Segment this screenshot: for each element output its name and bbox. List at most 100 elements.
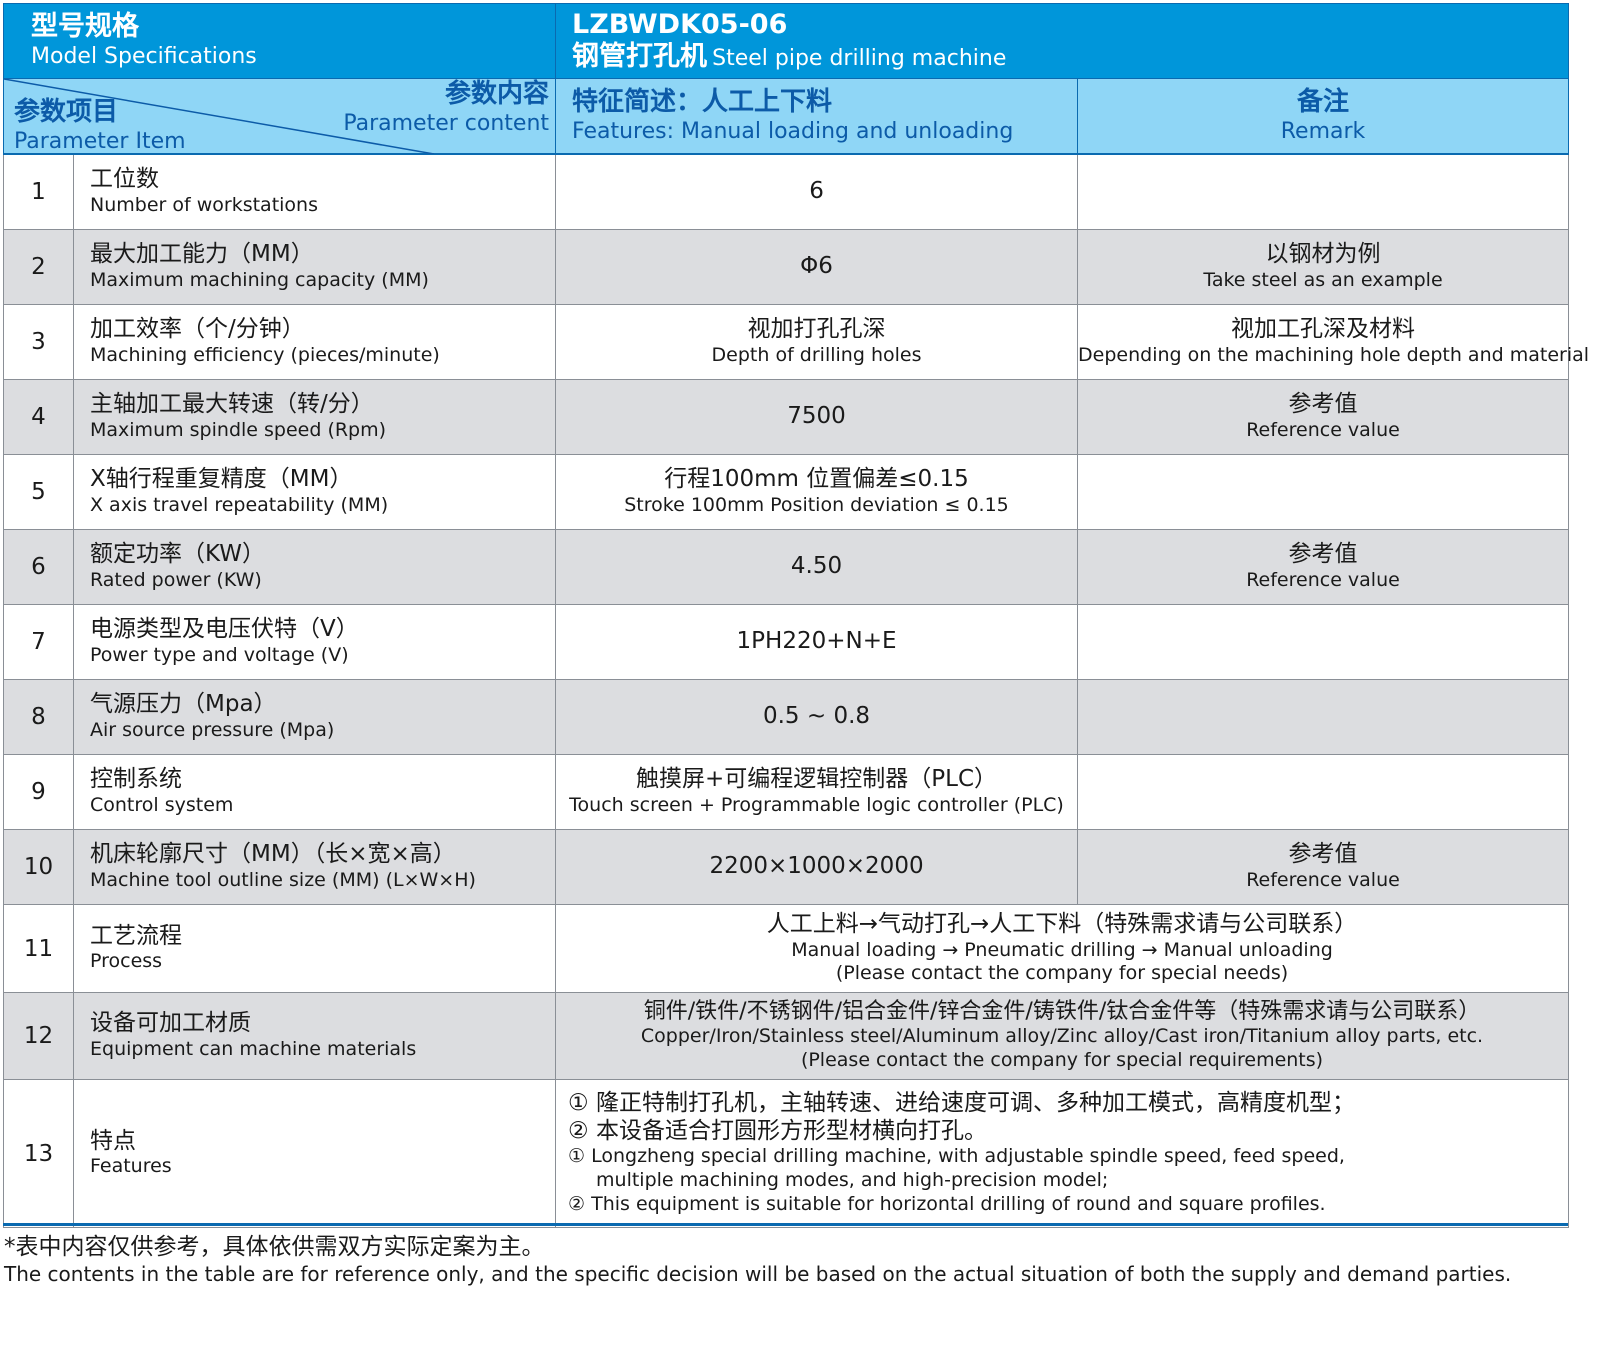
value-cn: 触摸屏+可编程逻辑控制器（PLC） — [636, 766, 998, 793]
param-cn: 机床轮廓尺寸（MM）（长×宽×高） — [90, 841, 456, 868]
param-cn: 加工效率（个/分钟） — [90, 316, 305, 343]
content-cn: 参数内容 — [445, 79, 550, 109]
value-en-note: (Please contact the company for special … — [835, 962, 1289, 985]
param-value: 触摸屏+可编程逻辑控制器（PLC） Touch screen + Programm… — [555, 754, 1079, 830]
feature-cn-2: ② 本设备适合打圆形方形型材横向打孔。 — [568, 1117, 987, 1144]
value-en: Manual loading → Pneumatic drilling → Ma… — [791, 938, 1333, 961]
feature-en-1: ① Longzheng special drilling machine, wi… — [568, 1145, 1345, 1168]
remark-en: Reference value — [1246, 418, 1400, 441]
features-en: Features: Manual loading and unloading — [572, 118, 1014, 144]
row-number: 2 — [3, 229, 74, 305]
param-item: 加工效率（个/分钟） Machining efficiency (pieces/m… — [72, 304, 557, 380]
features-cn: 特征简述：人工上下料 — [572, 86, 833, 117]
remark-cn: 参考值 — [1288, 541, 1358, 568]
param-cn: 最大加工能力（MM） — [90, 241, 314, 268]
value-en-note: (Please contact the company for special … — [800, 1049, 1324, 1072]
value-en: Depth of drilling holes — [711, 343, 922, 366]
param-cn: X轴行程重复精度（MM） — [90, 466, 353, 493]
row-number: 11 — [3, 904, 74, 993]
param-cn: 气源压力（Mpa） — [90, 691, 277, 718]
param-en: Rated power (KW) — [90, 568, 262, 591]
param-en: Control system — [90, 793, 234, 816]
remark — [1077, 679, 1570, 755]
table-row: 12 设备可加工材质 Equipment can machine material… — [3, 992, 1570, 1080]
row-number: 1 — [3, 153, 74, 230]
row-number: 10 — [3, 829, 74, 905]
features-header: 特征简述：人工上下料 Features: Manual loading and … — [555, 78, 1079, 155]
remark-cn: 备注 — [1297, 86, 1350, 117]
table-row: 2 最大加工能力（MM） Maximum machining capacity (… — [3, 229, 1570, 305]
remark: 参考值 Reference value — [1077, 529, 1570, 605]
remark: 以钢材为例 Take steel as an example — [1077, 229, 1570, 305]
content-en: Parameter content — [343, 111, 550, 137]
value-cn: Φ6 — [800, 253, 833, 280]
param-value: 视加打孔孔深 Depth of drilling holes — [555, 304, 1079, 380]
row-number: 6 — [3, 529, 74, 605]
value-cn: 行程100mm 位置偏差≤0.15 — [664, 466, 969, 493]
remark-cn: 以钢材为例 — [1265, 241, 1381, 268]
table-row: 4 主轴加工最大转速（转/分） Maximum spindle speed (Rp… — [3, 379, 1570, 455]
param-item: 设备可加工材质 Equipment can machine materials — [72, 992, 557, 1080]
model-name-header: LZBWDK05-06 钢管打孔机 Steel pipe drilling ma… — [555, 3, 1570, 79]
table-row: 8 气源压力（Mpa） Air source pressure (Mpa) 0.5… — [3, 679, 1570, 755]
value-cn: 4.50 — [790, 553, 843, 580]
table-row: 13 特点 Features ① 隆正特制打孔机，主轴转速、进给速度可调、多种加工… — [3, 1079, 1570, 1228]
feature-en-2: ② This equipment is suitable for horizon… — [568, 1192, 1326, 1215]
table-row: 9 控制系统 Control system 触摸屏+可编程逻辑控制器（PLC） To… — [3, 754, 1570, 830]
subheader-row: 参数内容 Parameter content 参数项目 Parameter It… — [2, 78, 1570, 155]
param-value: 铜件/铁件/不锈钢件/铝合金件/锌合金件/铸铁件/钛合金件等（特殊需求请与公司联… — [555, 992, 1570, 1080]
row-number: 13 — [3, 1079, 74, 1228]
value-en: Stroke 100mm Position deviation ≤ 0.15 — [624, 493, 1009, 516]
value-cn: 0.5 ~ 0.8 — [762, 703, 871, 730]
param-en: Features — [90, 1155, 172, 1178]
param-cn: 特点 — [90, 1127, 136, 1154]
param-item: 电源类型及电压伏特（V） Power type and voltage (V) — [72, 604, 557, 680]
param-item: 控制系统 Control system — [72, 754, 557, 830]
remark-cn: 参考值 — [1288, 391, 1358, 418]
remark-cn: 参考值 — [1288, 841, 1358, 868]
param-value: 4.50 — [555, 529, 1079, 605]
row-number: 8 — [3, 679, 74, 755]
param-item: 工艺流程 Process — [72, 904, 557, 993]
remark-en: Depending on the machining hole depth an… — [1078, 343, 1590, 366]
table-row: 1 工位数 Number of workstations 6 — [3, 153, 1570, 230]
table-row: 10 机床轮廓尺寸（MM）（长×宽×高） Machine tool outline… — [3, 829, 1570, 905]
diagonal-header: 参数内容 Parameter content 参数项目 Parameter It… — [2, 78, 557, 155]
row-number: 12 — [3, 992, 74, 1080]
param-cn: 额定功率（KW） — [90, 541, 266, 568]
remark: 参考值 Reference value — [1077, 829, 1570, 905]
param-value: 2200×1000×2000 — [555, 829, 1079, 905]
table-row: 7 电源类型及电压伏特（V） Power type and voltage (V)… — [3, 604, 1570, 680]
row-number: 5 — [3, 454, 74, 530]
value-cn: 2200×1000×2000 — [709, 853, 924, 880]
spec-table: 型号规格 Model Specifications LZBWDK05-06 钢管… — [2, 3, 1590, 1228]
param-en: Machine tool outline size (MM) (L×W×H) — [90, 868, 476, 891]
param-item: X轴行程重复精度（MM） X axis travel repeatability … — [72, 454, 557, 530]
header-row: 型号规格 Model Specifications LZBWDK05-06 钢管… — [2, 3, 1570, 79]
param-en: Maximum machining capacity (MM) — [90, 268, 429, 291]
footnote-cn: *表中内容仅供参考，具体依供需双方实际定案为主。 — [4, 1234, 545, 1260]
param-en: Maximum spindle speed (Rpm) — [90, 418, 387, 441]
table-row: 5 X轴行程重复精度（MM） X axis travel repeatabilit… — [3, 454, 1570, 530]
footnote-en: The contents in the table are for refere… — [4, 1261, 1512, 1286]
footnote: *表中内容仅供参考，具体依供需双方实际定案为主。 The contents in… — [4, 1234, 1511, 1287]
remark — [1077, 754, 1570, 830]
value-en: Copper/Iron/Stainless steel/Aluminum all… — [640, 1025, 1484, 1048]
param-item: 气源压力（Mpa） Air source pressure (Mpa) — [72, 679, 557, 755]
remark — [1077, 604, 1570, 680]
features-list: ① 隆正特制打孔机，主轴转速、进给速度可调、多种加工模式，高精度机型； ② 本设… — [555, 1079, 1570, 1228]
param-value: 1PH220+N+E — [555, 604, 1079, 680]
value-cn: 视加打孔孔深 — [747, 316, 886, 343]
diagonal-line — [4, 79, 435, 154]
param-item: 工位数 Number of workstations — [72, 153, 557, 230]
model-code: LZBWDK05-06 — [572, 8, 788, 40]
param-en: Equipment can machine materials — [90, 1037, 417, 1060]
param-value: 人工上料→气动打孔→人工下料（特殊需求请与公司联系） Manual loading… — [555, 904, 1570, 993]
value-cn: 1PH220+N+E — [736, 628, 897, 655]
row-number: 7 — [3, 604, 74, 680]
param-cn: 工位数 — [90, 166, 159, 193]
param-value: Φ6 — [555, 229, 1079, 305]
table-row: 6 额定功率（KW） Rated power (KW) 4.50 参考值 Refer… — [3, 529, 1570, 605]
feature-cn-1: ① 隆正特制打孔机，主轴转速、进给速度可调、多种加工模式，高精度机型； — [568, 1090, 1355, 1117]
row-number: 9 — [3, 754, 74, 830]
